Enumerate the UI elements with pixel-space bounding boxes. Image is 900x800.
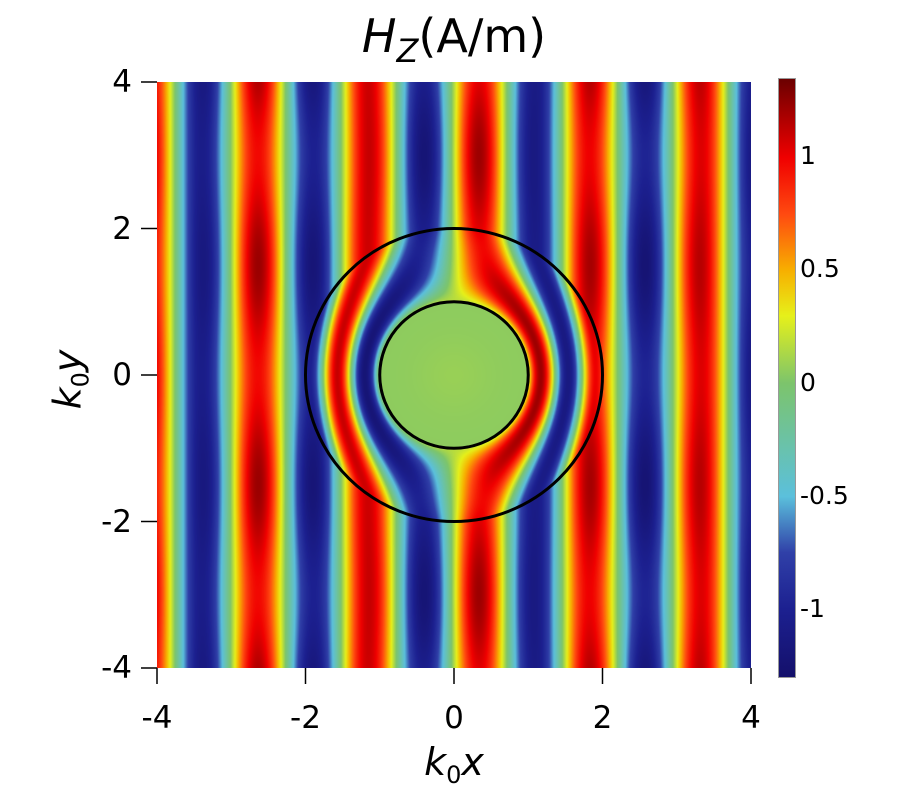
y-tick-label: 0 xyxy=(112,357,132,393)
colorbar-tick-label: -1 xyxy=(800,594,825,624)
colorbar-tick-label: 0.5 xyxy=(800,254,840,284)
x-tick-label: -4 xyxy=(141,700,173,736)
y-tick-label: 2 xyxy=(112,210,132,247)
title-units: (A/m) xyxy=(418,9,547,63)
y-label-k: k xyxy=(45,387,90,410)
colorbar-tick-label: 0 xyxy=(800,367,816,397)
x-label-var: x xyxy=(461,740,484,784)
y-tick-label: -2 xyxy=(101,503,132,540)
outer-circle xyxy=(304,227,604,523)
colorbar-tick-label: 1 xyxy=(800,141,816,171)
x-tick-label: 0 xyxy=(444,700,464,736)
inner-circle xyxy=(378,300,530,450)
y-label-var: y xyxy=(45,349,90,373)
x-label-k: k xyxy=(424,740,447,784)
colorbar-tick-label: -0.5 xyxy=(800,480,849,510)
colorbar xyxy=(778,78,796,678)
x-axis-label: k0x xyxy=(404,740,504,789)
y-label-sub: 0 xyxy=(66,372,95,388)
y-tick-label: 4 xyxy=(112,64,132,100)
y-tick-label: -4 xyxy=(101,650,132,686)
title-subscript: Z xyxy=(396,32,419,70)
x-tick-label: 2 xyxy=(592,700,613,736)
chart-title: HZ(A/m) xyxy=(0,6,900,81)
heatmap-field xyxy=(157,82,751,668)
title-symbol: H xyxy=(361,9,397,63)
x-tick-label: 4 xyxy=(741,700,761,736)
x-label-sub: 0 xyxy=(446,761,462,789)
y-axis-label: k0y xyxy=(46,320,95,440)
x-tick-label: -2 xyxy=(290,700,321,736)
